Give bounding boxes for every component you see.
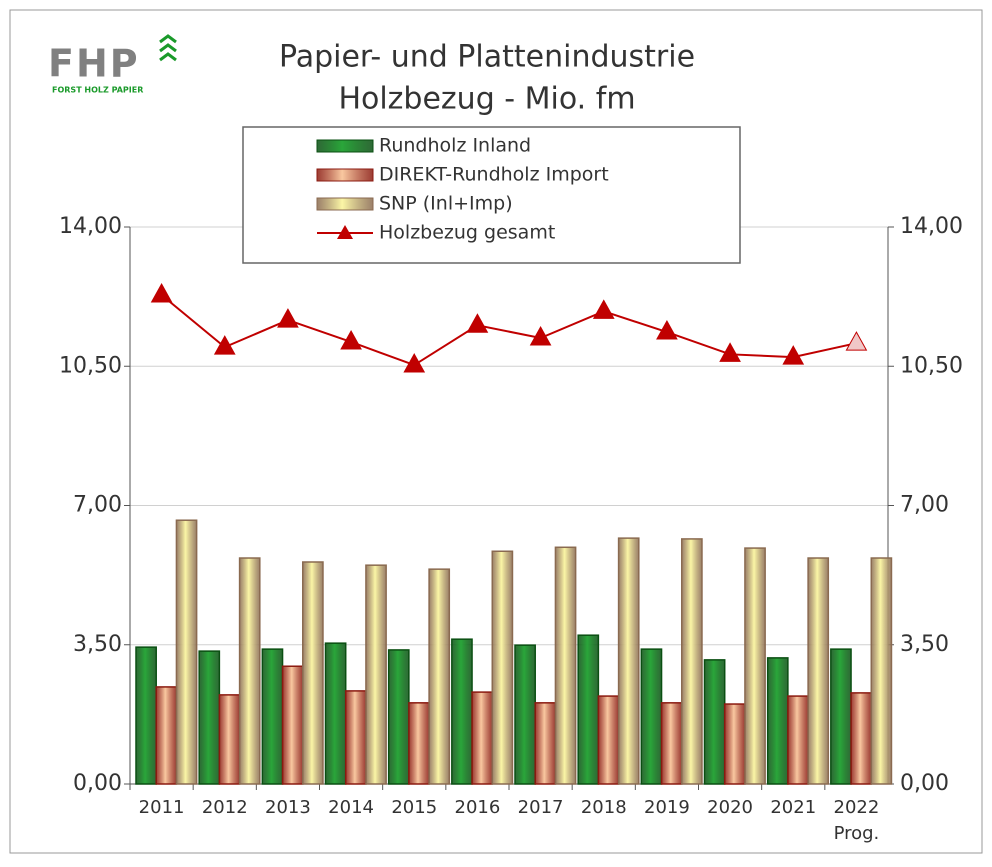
marker	[466, 313, 489, 333]
bar	[787, 695, 809, 785]
bar	[660, 702, 683, 785]
marker	[782, 345, 805, 365]
bar	[850, 692, 873, 785]
legend-swatch	[316, 168, 374, 182]
x-tick-label: 2022	[834, 797, 880, 818]
bar	[681, 538, 703, 785]
line	[160, 294, 857, 367]
x-tick-label: 2016	[455, 797, 501, 818]
marker	[656, 320, 678, 340]
bar	[281, 665, 304, 785]
bar	[766, 657, 789, 785]
y-tick-label: 10,50	[59, 353, 122, 378]
x-tick-label: 2020	[707, 797, 753, 818]
logo: FHP FORST HOLZ PAPIER	[48, 34, 177, 95]
x-tick-label: 2017	[518, 797, 564, 818]
y-tick-label: 14,00	[59, 214, 122, 239]
y2-tick-label: 10,50	[900, 353, 963, 378]
bar	[744, 547, 766, 785]
bar	[218, 694, 241, 785]
bar	[344, 690, 367, 785]
logo-tagline: FORST HOLZ PAPIER	[52, 86, 143, 95]
logo-arrows	[159, 34, 177, 62]
marker	[845, 331, 868, 351]
bar	[554, 546, 577, 785]
marker	[529, 325, 552, 346]
legend-swatch	[316, 139, 374, 153]
legend-label: Rundholz Inland	[379, 135, 531, 157]
bar	[261, 648, 284, 785]
bar	[302, 561, 324, 785]
legend-swatch	[316, 197, 374, 211]
bar	[534, 702, 557, 785]
y-tick-label: 0,00	[73, 771, 122, 796]
x-tick-label: 2013	[265, 797, 311, 818]
x-tick-label: 2014	[328, 797, 374, 818]
bar	[135, 646, 157, 785]
marker	[719, 342, 741, 362]
bar	[428, 568, 451, 785]
bar	[491, 550, 514, 785]
bar	[387, 649, 410, 785]
bar	[514, 644, 536, 785]
y-tick-label: 3,50	[73, 632, 122, 657]
chart-title: Holzbezug - Mio. fm	[338, 82, 635, 117]
x-tick-label: 2019	[644, 797, 690, 818]
chart-title: Papier- und Plattenindustrie	[279, 40, 695, 75]
y2-tick-label: 7,00	[900, 493, 949, 518]
bar	[597, 695, 620, 785]
legend-label: DIREKT-Rundholz Import	[379, 164, 609, 186]
y2-tick-label: 14,00	[900, 214, 963, 239]
marker	[340, 329, 362, 350]
bar	[870, 557, 893, 785]
bar	[175, 519, 198, 785]
marker	[213, 335, 236, 355]
legend-label: Holzbezug gesamt	[379, 222, 555, 244]
bar	[198, 650, 221, 785]
marker	[150, 283, 173, 303]
marker	[403, 353, 426, 373]
x-tick-label: 2018	[581, 797, 627, 818]
x-tick-label: 2021	[770, 797, 816, 818]
y2-tick-label: 3,50	[900, 632, 949, 657]
bar	[238, 557, 261, 785]
y-tick-label: 7,00	[73, 493, 122, 518]
bar	[723, 703, 746, 785]
bar	[640, 648, 663, 785]
legend-label: SNP (Inl+Imp)	[379, 193, 513, 215]
logo-name: FHP	[48, 42, 140, 86]
bar	[408, 702, 430, 785]
x-tick-label: 2011	[139, 797, 185, 818]
marker	[592, 299, 615, 319]
bar	[155, 686, 178, 785]
x-note: Prog.	[834, 823, 880, 844]
bar	[577, 634, 600, 785]
legend-swatch	[337, 225, 353, 239]
marker	[277, 308, 299, 328]
bar	[830, 648, 852, 785]
x-tick-label: 2012	[202, 797, 248, 818]
bar	[324, 642, 347, 785]
x-tick-label: 2015	[391, 797, 437, 818]
bar	[617, 537, 640, 785]
bar	[807, 557, 830, 785]
bar	[471, 691, 494, 785]
bar	[451, 638, 473, 785]
bar	[703, 659, 726, 785]
y2-tick-label: 0,00	[900, 771, 949, 796]
bar	[365, 564, 387, 785]
